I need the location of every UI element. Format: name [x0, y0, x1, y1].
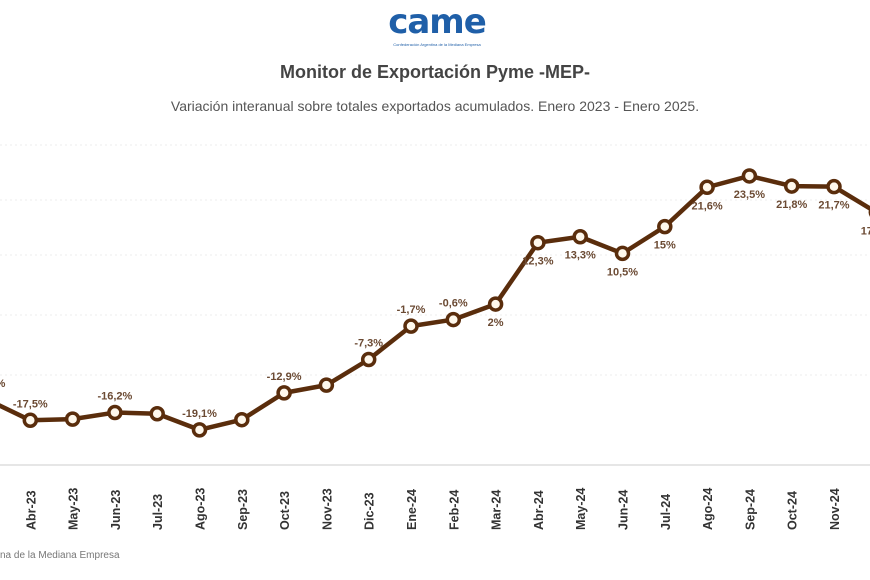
data-label: 12,3% [522, 256, 553, 268]
data-label: -7,3% [354, 338, 383, 350]
x-tick-label: Oct-24 [786, 491, 800, 530]
data-label: 17,4% [861, 225, 870, 237]
data-point [149, 405, 165, 422]
data-label: 21,6% [691, 200, 722, 212]
data-point [234, 411, 250, 428]
data-point [487, 296, 504, 312]
data-point [403, 318, 419, 334]
x-tick-label: Abr-23 [24, 490, 38, 530]
chart-subtitle: Variación interanual sobre totales expor… [170, 98, 700, 114]
x-tick-label: Nov-24 [828, 488, 842, 530]
x-tick-label: Abr-24 [532, 490, 546, 530]
data-point [445, 311, 462, 328]
data-point [783, 178, 800, 194]
x-tick-label: Sep-23 [236, 489, 250, 530]
source-footer: na de la Mediana Empresa [0, 550, 120, 561]
x-tick-label: Oct-23 [278, 491, 292, 530]
x-tick-label: Ago-23 [194, 488, 208, 530]
data-label: -19,1% [182, 408, 217, 420]
data-point [530, 234, 546, 251]
chart-title: Monitor de Exportación Pyme -MEP- [279, 62, 591, 82]
x-tick-label: Ene-24 [405, 489, 419, 530]
x-tick-label: Ago-24 [701, 488, 715, 530]
data-point [318, 377, 335, 393]
data-label: 10,5% [607, 266, 638, 278]
data-label: -16,2% [97, 391, 132, 403]
data-label: -1,7% [397, 304, 426, 316]
data-point [22, 412, 39, 429]
x-tick-label: Sep-24 [743, 489, 757, 530]
came-logo: came Confederación Argentina de la Media… [388, 2, 487, 47]
x-tick-label: Feb-24 [447, 490, 461, 530]
x-tick-label: Nov-23 [320, 488, 334, 530]
data-label: -0,6% [439, 298, 468, 310]
data-point [107, 404, 123, 421]
x-tick-label: Mar-24 [490, 490, 504, 530]
data-point [276, 385, 292, 401]
x-tick-label: Jun-23 [109, 490, 123, 530]
data-label: -12,9% [267, 371, 302, 383]
data-point [826, 178, 842, 195]
data-point [741, 168, 758, 184]
data-label: 13,3% [565, 250, 596, 262]
data-label: 15% [654, 240, 676, 252]
data-point [657, 218, 673, 235]
data-point [191, 422, 208, 438]
data-point [64, 411, 81, 427]
data-label: -14,1% [0, 378, 6, 390]
data-label: -17,5% [13, 398, 48, 410]
data-label: 21,7% [818, 200, 849, 212]
x-tick-label: Dic-23 [363, 492, 377, 530]
series-line [0, 173, 870, 433]
x-tick-label: May-24 [574, 488, 588, 530]
x-tick-label: May-23 [67, 488, 81, 530]
x-tick-label: Jul-24 [659, 494, 673, 530]
data-point [614, 245, 631, 262]
data-label: 2% [488, 317, 504, 329]
x-tick-label: Jun-24 [617, 490, 631, 530]
data-point [360, 351, 377, 368]
data-point [572, 228, 588, 245]
data-label: 21,8% [776, 199, 807, 211]
x-tick-label: Jul-23 [151, 494, 165, 530]
data-point [699, 179, 715, 196]
data-label: 23,5% [734, 189, 765, 201]
